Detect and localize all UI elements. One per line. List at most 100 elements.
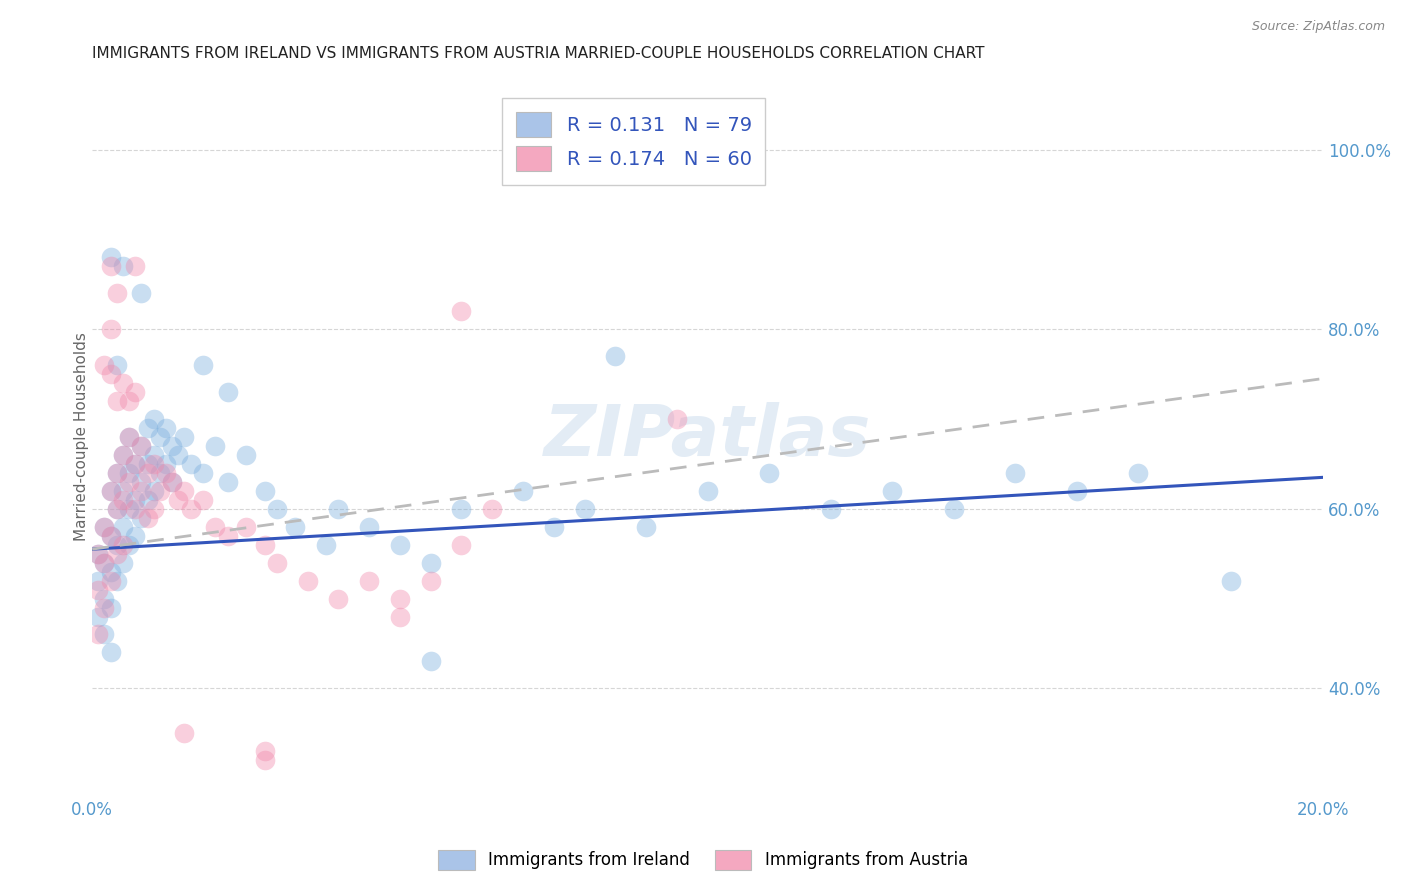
- Point: [419, 574, 441, 588]
- Point: [87, 547, 110, 561]
- Point: [155, 466, 177, 480]
- Point: [100, 600, 122, 615]
- Point: [93, 627, 115, 641]
- Point: [100, 565, 122, 579]
- Point: [100, 250, 122, 264]
- Point: [665, 412, 688, 426]
- Point: [105, 358, 128, 372]
- Point: [388, 538, 411, 552]
- Point: [253, 753, 276, 767]
- Point: [388, 609, 411, 624]
- Point: [111, 260, 134, 274]
- Point: [450, 538, 472, 552]
- Point: [105, 574, 128, 588]
- Point: [100, 322, 122, 336]
- Point: [105, 466, 128, 480]
- Legend: Immigrants from Ireland, Immigrants from Austria: Immigrants from Ireland, Immigrants from…: [432, 843, 974, 877]
- Point: [136, 421, 159, 435]
- Point: [136, 492, 159, 507]
- Point: [359, 574, 381, 588]
- Point: [87, 547, 110, 561]
- Point: [543, 519, 565, 533]
- Point: [131, 483, 153, 498]
- Point: [93, 519, 115, 533]
- Point: [266, 501, 288, 516]
- Point: [118, 430, 141, 444]
- Point: [328, 501, 350, 516]
- Point: [100, 367, 122, 381]
- Point: [105, 286, 128, 301]
- Point: [105, 501, 128, 516]
- Point: [191, 358, 214, 372]
- Point: [111, 448, 134, 462]
- Point: [136, 457, 159, 471]
- Point: [217, 475, 239, 489]
- Point: [1219, 574, 1241, 588]
- Point: [1004, 466, 1026, 480]
- Point: [142, 483, 165, 498]
- Point: [167, 492, 190, 507]
- Point: [93, 556, 115, 570]
- Point: [204, 439, 226, 453]
- Point: [100, 483, 122, 498]
- Point: [105, 466, 128, 480]
- Point: [118, 475, 141, 489]
- Point: [111, 483, 134, 498]
- Point: [160, 475, 183, 489]
- Point: [124, 529, 146, 543]
- Y-axis label: Married-couple Households: Married-couple Households: [73, 333, 89, 541]
- Point: [124, 492, 146, 507]
- Point: [1128, 466, 1150, 480]
- Point: [93, 591, 115, 606]
- Point: [696, 483, 718, 498]
- Point: [118, 394, 141, 409]
- Point: [111, 376, 134, 390]
- Point: [111, 448, 134, 462]
- Point: [180, 501, 202, 516]
- Point: [167, 448, 190, 462]
- Point: [124, 260, 146, 274]
- Point: [87, 574, 110, 588]
- Point: [87, 609, 110, 624]
- Point: [217, 529, 239, 543]
- Point: [100, 645, 122, 659]
- Point: [173, 430, 195, 444]
- Point: [142, 412, 165, 426]
- Point: [149, 483, 172, 498]
- Point: [315, 538, 337, 552]
- Point: [942, 501, 965, 516]
- Point: [100, 529, 122, 543]
- Point: [100, 483, 122, 498]
- Point: [574, 501, 596, 516]
- Point: [253, 538, 276, 552]
- Point: [235, 519, 257, 533]
- Point: [124, 501, 146, 516]
- Point: [155, 421, 177, 435]
- Point: [93, 556, 115, 570]
- Point: [636, 519, 658, 533]
- Point: [450, 304, 472, 318]
- Point: [111, 556, 134, 570]
- Point: [297, 574, 319, 588]
- Point: [419, 655, 441, 669]
- Point: [131, 510, 153, 524]
- Point: [359, 519, 381, 533]
- Text: ZIPatlas: ZIPatlas: [544, 402, 872, 471]
- Point: [93, 358, 115, 372]
- Point: [160, 439, 183, 453]
- Point: [111, 492, 134, 507]
- Point: [100, 529, 122, 543]
- Point: [149, 430, 172, 444]
- Point: [160, 475, 183, 489]
- Point: [118, 501, 141, 516]
- Point: [155, 457, 177, 471]
- Point: [100, 260, 122, 274]
- Point: [388, 591, 411, 606]
- Point: [253, 744, 276, 758]
- Point: [142, 457, 165, 471]
- Point: [882, 483, 904, 498]
- Point: [328, 591, 350, 606]
- Legend: R = 0.131   N = 79, R = 0.174   N = 60: R = 0.131 N = 79, R = 0.174 N = 60: [502, 98, 765, 185]
- Point: [105, 501, 128, 516]
- Point: [105, 394, 128, 409]
